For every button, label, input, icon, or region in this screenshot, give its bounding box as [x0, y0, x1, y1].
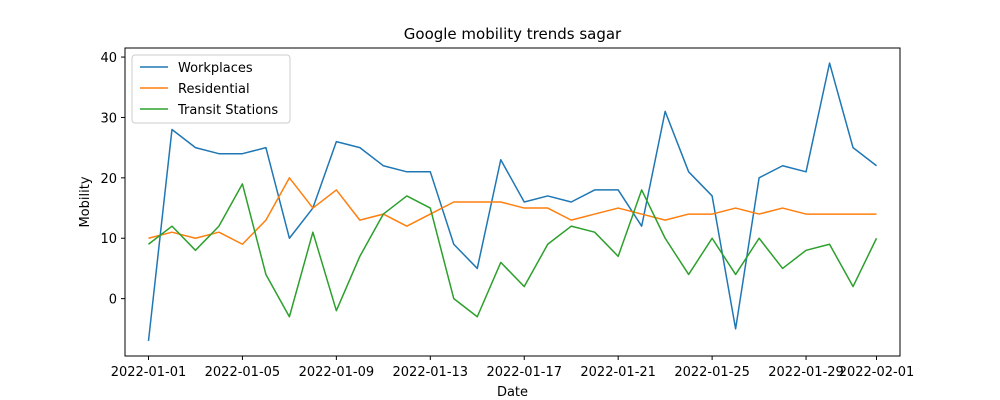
- series-layer: [147, 62, 878, 341]
- x-axis-label: Date: [497, 385, 528, 400]
- legend-entry: Transit Stations: [177, 103, 278, 118]
- series-line-0: [147, 62, 877, 341]
- x-tick-label: 2022-01-13: [393, 365, 469, 380]
- y-tick-label: 0: [109, 293, 117, 308]
- y-tick-label: 40: [100, 51, 117, 66]
- x-tick-label: 2022-01-05: [205, 365, 281, 380]
- legend-box: [131, 54, 291, 124]
- x-tick-label: 2022-01-21: [580, 365, 656, 380]
- y-axis: 0 10 20 30 40: [100, 51, 125, 308]
- series-line-1: [148, 177, 877, 246]
- plot-frame: [124, 47, 901, 357]
- series-line-2: [148, 183, 878, 318]
- y-tick-label: 10: [100, 232, 117, 247]
- x-tick-label: 2022-01-01: [111, 365, 187, 380]
- x-tick-label: 2022-01-17: [486, 365, 562, 380]
- x-tick-label: 2022-02-01: [839, 365, 915, 380]
- y-tick-label: 20: [100, 172, 117, 187]
- x-tick-label: 2022-01-25: [674, 365, 750, 380]
- x-tick-label: 2022-01-29: [768, 365, 844, 380]
- legend: Workplaces Residential Transit Stations: [131, 54, 291, 124]
- x-axis: 2022-01-01 2022-01-05 2022-01-09 2022-01-13…: [111, 356, 915, 380]
- legend-entry: Residential: [178, 82, 250, 97]
- x-tick-label: 2022-01-09: [299, 365, 375, 380]
- y-axis-label: Mobility: [78, 176, 93, 227]
- chart-title: Google mobility trends sagar: [404, 25, 622, 43]
- legend-entry: Workplaces: [178, 61, 253, 76]
- y-tick-label: 30: [100, 111, 117, 126]
